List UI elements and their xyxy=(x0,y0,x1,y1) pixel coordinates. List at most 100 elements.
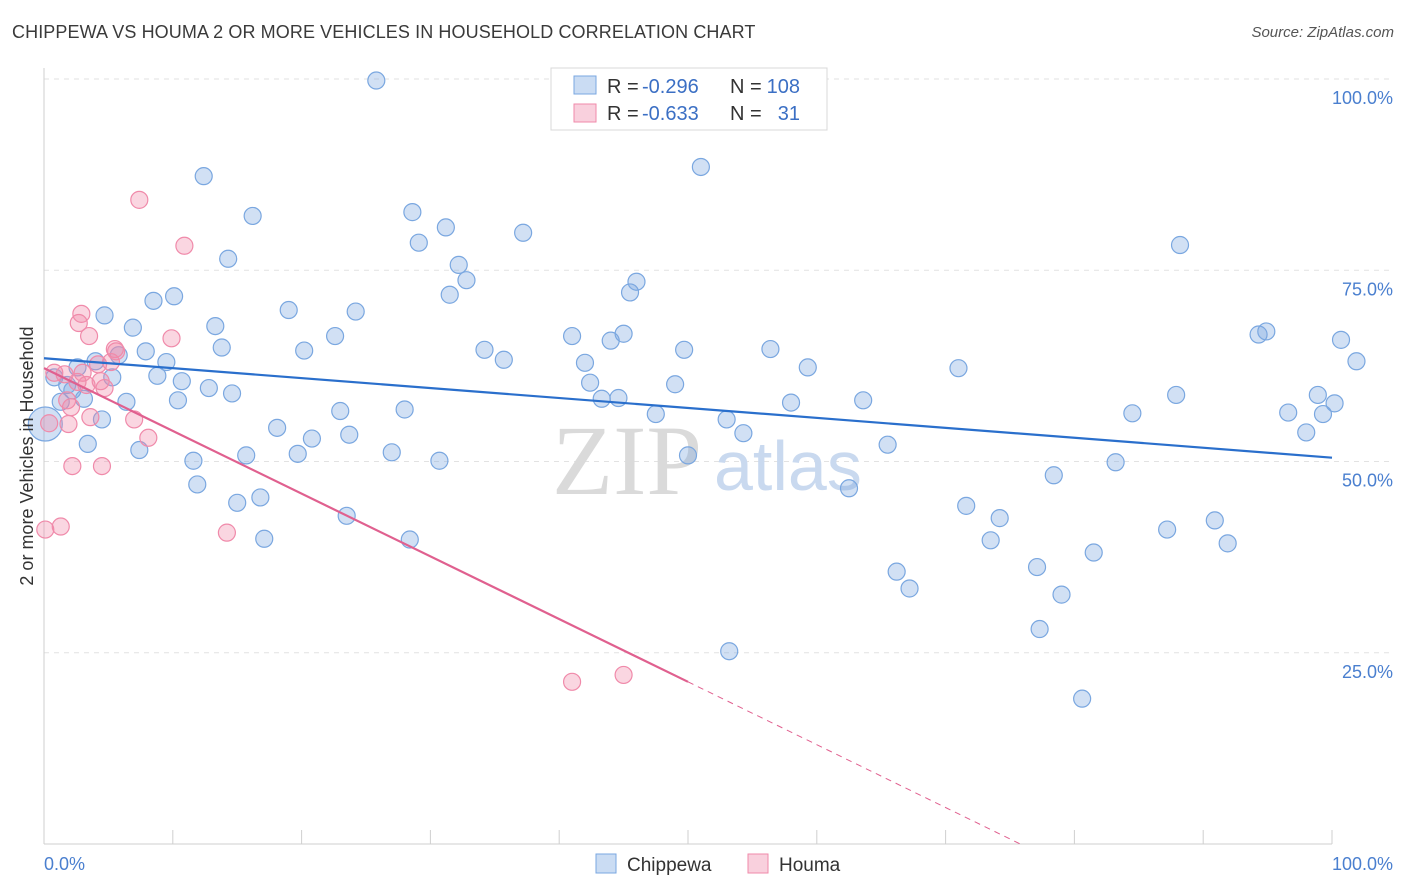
chippewa-point xyxy=(1044,466,1063,485)
chippewa-point xyxy=(1084,543,1103,562)
chippewa-point xyxy=(627,272,646,291)
chippewa-point xyxy=(1073,689,1092,708)
houma-point xyxy=(81,408,100,427)
chippewa-point xyxy=(1123,404,1142,423)
y-tick-labels: 25.0% 50.0% 75.0% 100.0% xyxy=(1332,88,1393,682)
chippewa-point xyxy=(1027,557,1047,577)
chippewa-point xyxy=(440,285,459,304)
chippewa-point xyxy=(212,338,231,357)
chippewa-point xyxy=(878,435,897,454)
watermark-zip: ZIP xyxy=(552,405,702,516)
chippewa-point xyxy=(1297,423,1316,442)
chippewa-point xyxy=(887,562,906,581)
chippewa-point xyxy=(1158,520,1177,539)
chippewa-point xyxy=(592,389,611,408)
legend-swatch-chippewa xyxy=(573,75,597,95)
chippewa-point xyxy=(325,326,345,346)
houma-point xyxy=(61,398,81,417)
chippewa-point xyxy=(1205,511,1224,530)
houma-point xyxy=(40,414,59,433)
x-tick-label-min: 0.0% xyxy=(44,854,85,874)
houma-point xyxy=(51,517,70,536)
y-tick-label-25: 25.0% xyxy=(1342,662,1393,682)
chippewa-point xyxy=(666,375,685,394)
chippewa-point xyxy=(1167,385,1186,405)
chippewa-point xyxy=(1325,394,1344,413)
legend-r-value-houma: -0.633 xyxy=(642,103,699,125)
chippewa-point xyxy=(130,440,149,460)
legend-n-value-houma: 31 xyxy=(778,103,800,125)
chippewa-point xyxy=(95,306,114,325)
houma-point xyxy=(107,342,126,361)
chippewa-point xyxy=(288,444,307,463)
chippewa-point xyxy=(1106,453,1125,472)
watermark: ZIP atlas xyxy=(552,405,862,516)
y-tick-label-100: 100.0% xyxy=(1332,88,1393,108)
houma-point xyxy=(72,304,91,323)
chippewa-point xyxy=(1347,352,1366,371)
chippewa-point xyxy=(409,233,428,252)
legend-n-value-chippewa: 108 xyxy=(767,76,800,98)
chippewa-point xyxy=(1279,403,1298,422)
chippewa-point xyxy=(798,358,817,377)
chippewa-point xyxy=(620,283,640,302)
chippewa-point xyxy=(199,378,218,398)
chippewa-point xyxy=(168,391,188,410)
chippewa-point xyxy=(172,372,191,391)
chippewa-point xyxy=(981,531,1000,550)
bottom-legend: Chippewa Houma xyxy=(595,853,841,876)
chippewa-point xyxy=(475,340,494,359)
houma-trend-line-extension xyxy=(687,681,1021,845)
chippewa-point xyxy=(839,479,859,498)
houma-point xyxy=(614,665,633,685)
chippewa-point xyxy=(382,443,401,462)
chippewa-point xyxy=(646,404,665,424)
chippewa-point xyxy=(717,410,736,429)
chippewa-point xyxy=(164,287,184,306)
chippewa-point xyxy=(436,218,455,237)
chippewa-point xyxy=(251,488,270,507)
gridlines xyxy=(44,78,1392,654)
chippewa-point xyxy=(675,340,694,359)
chippewa-point xyxy=(144,291,163,310)
chippewa-point xyxy=(457,271,476,290)
chippewa-point xyxy=(92,410,112,429)
houma-point xyxy=(217,523,236,542)
chippewa-point xyxy=(761,339,780,359)
chippewa-point xyxy=(206,316,225,336)
series-chippewa-points xyxy=(27,71,1366,708)
chippewa-point xyxy=(957,496,976,515)
bottom-legend-label-chippewa: Chippewa xyxy=(627,855,712,876)
houma-point xyxy=(175,236,194,255)
chippewa-point xyxy=(575,353,595,372)
bottom-legend-swatch-chippewa xyxy=(595,853,617,874)
chippewa-point xyxy=(331,401,350,421)
houma-trend-line xyxy=(43,367,689,683)
bottom-legend-label-houma: Houma xyxy=(779,855,841,876)
legend-r-label-chippewa: R = xyxy=(607,76,639,98)
chippewa-point xyxy=(1052,585,1071,604)
chippewa-point xyxy=(494,350,513,369)
chippewa-point xyxy=(367,71,386,90)
chippewa-point xyxy=(430,451,449,470)
chippewa-point xyxy=(1030,619,1049,639)
chippewa-point xyxy=(678,446,698,465)
chippewa-point xyxy=(219,249,238,268)
x-tick-label-max: 100.0% xyxy=(1332,854,1393,874)
chippewa-point xyxy=(581,373,600,392)
chippewa-point xyxy=(395,400,414,419)
chippewa-point xyxy=(194,167,213,186)
chippewa-point xyxy=(562,326,582,346)
series-houma-points xyxy=(36,190,633,691)
houma-point xyxy=(36,520,55,539)
chippewa-point xyxy=(228,493,247,512)
chippewa-point xyxy=(949,359,968,378)
chippewa-trend-line xyxy=(43,357,1333,459)
chippewa-point xyxy=(449,255,468,274)
chippewa-point xyxy=(1308,385,1327,405)
y-tick-label-50: 50.0% xyxy=(1342,471,1393,491)
houma-point xyxy=(130,190,149,209)
chippewa-point xyxy=(734,424,753,443)
chippewa-point xyxy=(302,429,322,448)
chippewa-point xyxy=(1218,534,1237,553)
